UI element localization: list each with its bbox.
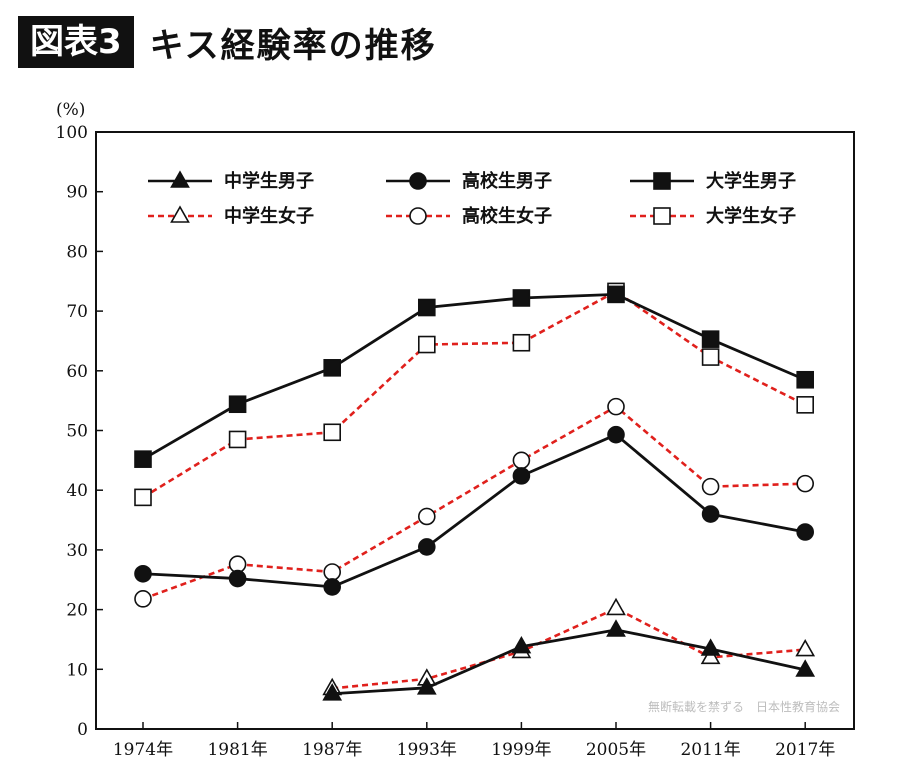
data-point — [134, 564, 152, 583]
series-line — [332, 628, 806, 696]
legend-label: 中学生男子 — [224, 170, 314, 192]
x-tick-label: 1993年 — [397, 740, 457, 760]
legend-item: 大学生男子 — [630, 170, 796, 192]
data-point — [228, 395, 247, 414]
legend-item: 高校生女子 — [386, 205, 552, 227]
data-point — [701, 348, 720, 366]
legend-marker — [409, 172, 427, 190]
data-point — [134, 488, 152, 507]
data-point — [416, 677, 437, 695]
legend-marker — [653, 172, 671, 190]
legend-label: 大学生男子 — [706, 170, 796, 192]
x-tick-label: 2005年 — [586, 740, 646, 760]
y-tick-label: 60 — [66, 362, 88, 382]
chart-title: キス経験率の推移 — [149, 25, 437, 66]
data-point — [512, 451, 531, 470]
series-line — [142, 405, 806, 601]
series-line — [142, 292, 806, 461]
legend-label: 大学生女子 — [706, 205, 796, 227]
data-point — [700, 638, 721, 656]
legend-label: 高校生女子 — [462, 205, 552, 227]
legend-item: 中学生男子 — [148, 170, 314, 192]
x-tick-label: 1987年 — [302, 740, 362, 760]
watermark: 無断転載を禁ずる 日本性教育協会 — [648, 699, 840, 714]
legend-item: 大学生女子 — [630, 205, 796, 227]
x-tick-label: 2011年 — [680, 740, 740, 760]
x-tick-label: 2017年 — [775, 740, 835, 760]
legend-label: 中学生女子 — [224, 205, 314, 227]
data-point — [700, 646, 721, 665]
y-tick-label: 20 — [66, 601, 88, 621]
figure-number-badge: 図表3 — [18, 16, 134, 68]
data-point — [796, 523, 815, 541]
data-point — [417, 298, 436, 317]
y-tick-label: 100 — [56, 123, 88, 143]
data-point — [701, 477, 720, 496]
series-2 — [134, 425, 815, 596]
legend-marker — [409, 207, 427, 225]
legend-label: 高校生男子 — [462, 170, 552, 192]
data-point — [417, 507, 436, 526]
series-1 — [322, 619, 816, 701]
data-point — [512, 333, 531, 352]
data-point — [323, 359, 342, 377]
legend-marker — [170, 205, 190, 223]
y-tick-label: 0 — [77, 720, 88, 740]
x-tick-label: 1999年 — [491, 740, 551, 760]
data-point — [134, 590, 152, 608]
data-point — [512, 289, 531, 307]
data-point — [134, 450, 152, 468]
data-point — [323, 563, 342, 581]
data-point — [606, 597, 626, 616]
data-point — [701, 505, 720, 523]
data-point — [511, 635, 532, 654]
data-point — [228, 430, 247, 449]
data-point — [796, 370, 815, 389]
series-6 — [134, 282, 815, 507]
data-point — [607, 425, 625, 444]
series-line — [332, 607, 806, 690]
series-4 — [322, 597, 816, 696]
legend-item: 中学生女子 — [148, 205, 314, 227]
data-point — [607, 397, 625, 416]
data-point — [701, 330, 720, 348]
x-tick-label: 1981年 — [207, 740, 267, 760]
data-point — [322, 683, 343, 701]
data-point — [323, 578, 342, 596]
data-point — [228, 569, 247, 588]
data-point — [606, 619, 626, 637]
data-point — [323, 423, 342, 442]
data-point — [795, 638, 816, 657]
data-point — [417, 335, 436, 354]
series-line — [142, 290, 806, 499]
y-axis: 0 10 20 30 40 50 60 70 80 90 100 — [56, 123, 103, 740]
data-point — [796, 396, 815, 414]
data-point — [607, 285, 625, 304]
y-tick-label: 90 — [66, 183, 88, 203]
y-tick-label: 30 — [66, 541, 88, 561]
x-axis: 1974年 1981年 1987年 1993年 1999年 2005年 2011年 2017年 — [113, 722, 835, 760]
data-point — [512, 467, 531, 485]
series-lines — [134, 282, 816, 701]
series-5 — [134, 397, 815, 608]
data-point — [417, 538, 436, 556]
legend-marker — [653, 207, 671, 225]
y-tick-label: 40 — [66, 481, 88, 501]
y-axis-unit-label: (%) — [56, 100, 85, 120]
data-point — [795, 659, 816, 677]
series-3 — [134, 285, 815, 468]
figure-header: 図表3 キス経験率の推移 — [18, 12, 437, 72]
y-tick-label: 80 — [66, 242, 88, 262]
x-tick-label: 1974年 — [113, 740, 173, 760]
y-tick-label: 50 — [66, 422, 88, 442]
y-tick-label: 10 — [66, 660, 88, 680]
series-line — [142, 433, 806, 589]
legend-item: 高校生男子 — [386, 170, 552, 192]
data-point — [796, 474, 815, 493]
legend-marker — [170, 170, 190, 188]
y-tick-label: 70 — [66, 302, 88, 322]
